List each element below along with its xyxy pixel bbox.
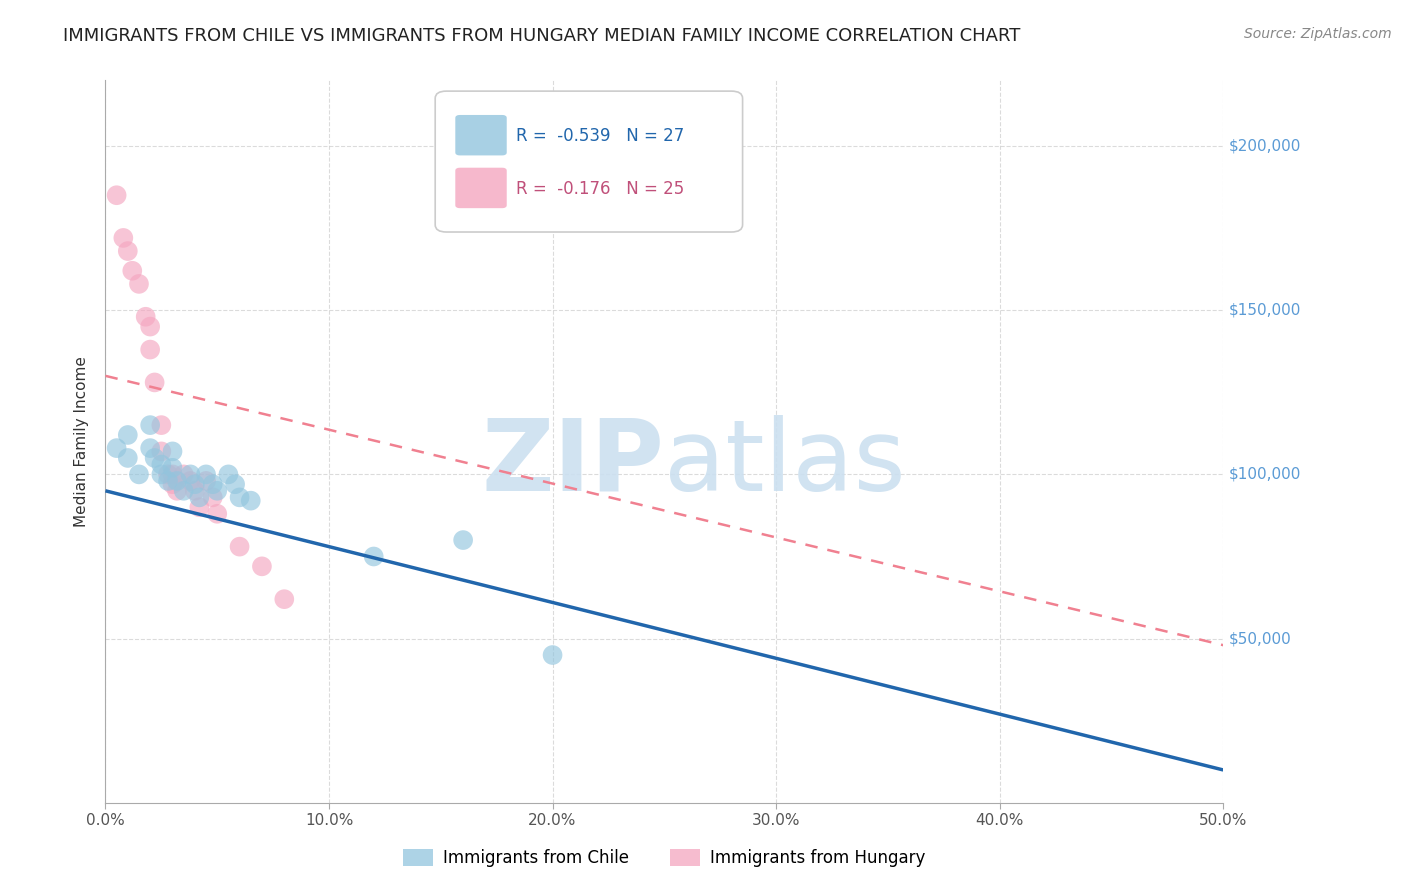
FancyBboxPatch shape	[436, 91, 742, 232]
Point	[157, 467, 180, 482]
Point	[135, 310, 157, 324]
Point	[112, 231, 135, 245]
Point	[105, 188, 128, 202]
Point	[162, 460, 184, 475]
Point	[162, 477, 184, 491]
Point	[128, 467, 150, 482]
Point	[179, 467, 201, 482]
Point	[195, 474, 218, 488]
Point	[205, 483, 228, 498]
Text: R =  -0.539   N = 27: R = -0.539 N = 27	[516, 127, 683, 145]
FancyBboxPatch shape	[456, 115, 506, 155]
Point	[205, 507, 228, 521]
Point	[157, 474, 180, 488]
Text: Source: ZipAtlas.com: Source: ZipAtlas.com	[1244, 27, 1392, 41]
Point	[201, 491, 224, 505]
Point	[541, 648, 564, 662]
Point	[201, 477, 224, 491]
Point	[117, 244, 139, 258]
Y-axis label: Median Family Income: Median Family Income	[75, 356, 90, 527]
Point	[150, 458, 173, 472]
Point	[117, 428, 139, 442]
Point	[150, 418, 173, 433]
Point	[150, 444, 173, 458]
Point	[139, 441, 162, 455]
Point	[143, 376, 166, 390]
Point	[228, 491, 250, 505]
Point	[363, 549, 385, 564]
Point	[162, 467, 184, 482]
Point	[173, 483, 195, 498]
Point	[228, 540, 250, 554]
Point	[105, 441, 128, 455]
Point	[139, 418, 162, 433]
Point	[224, 477, 246, 491]
Point	[273, 592, 295, 607]
Point	[121, 264, 143, 278]
Point	[217, 467, 239, 482]
Text: IMMIGRANTS FROM CHILE VS IMMIGRANTS FROM HUNGARY MEDIAN FAMILY INCOME CORRELATIO: IMMIGRANTS FROM CHILE VS IMMIGRANTS FROM…	[63, 27, 1021, 45]
Point	[239, 493, 262, 508]
Point	[166, 483, 188, 498]
FancyBboxPatch shape	[456, 168, 506, 208]
Text: $100,000: $100,000	[1229, 467, 1301, 482]
Point	[184, 477, 207, 491]
Point	[128, 277, 150, 291]
Point	[188, 491, 211, 505]
Point	[451, 533, 474, 547]
Point	[139, 319, 162, 334]
Point	[162, 444, 184, 458]
Point	[179, 474, 201, 488]
Text: ZIP: ZIP	[481, 415, 665, 512]
Text: atlas: atlas	[665, 415, 905, 512]
Point	[188, 500, 211, 515]
Point	[166, 474, 188, 488]
Text: $200,000: $200,000	[1229, 138, 1301, 153]
Text: R =  -0.176   N = 25: R = -0.176 N = 25	[516, 179, 683, 198]
Text: $50,000: $50,000	[1229, 632, 1292, 646]
Point	[117, 450, 139, 465]
Point	[143, 450, 166, 465]
Point	[184, 483, 207, 498]
Point	[195, 467, 218, 482]
Text: $150,000: $150,000	[1229, 302, 1301, 318]
Point	[250, 559, 273, 574]
Legend: Immigrants from Chile, Immigrants from Hungary: Immigrants from Chile, Immigrants from H…	[396, 842, 932, 874]
Point	[173, 467, 195, 482]
Point	[139, 343, 162, 357]
Point	[150, 467, 173, 482]
